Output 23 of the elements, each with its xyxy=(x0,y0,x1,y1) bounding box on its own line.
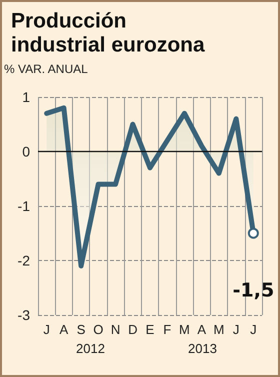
y-tick-label: 0 xyxy=(22,144,30,160)
x-tick-label: S xyxy=(76,322,86,337)
chart-title: Producción industrial eurozona xyxy=(11,10,206,56)
y-tick-label: 1 xyxy=(22,89,30,105)
x-tick-label: J xyxy=(232,322,240,337)
x-tick-label: D xyxy=(128,322,138,337)
x-tick-label: M xyxy=(179,322,190,337)
text: 2012 xyxy=(76,341,105,356)
x-tick-label: J xyxy=(250,322,257,337)
x-tick-label: J xyxy=(43,322,50,337)
text: 2013 xyxy=(188,341,217,356)
x-tick-label: A xyxy=(60,322,69,337)
y-tick-label: -2 xyxy=(18,252,30,268)
y-axis-title: % VAR. ANUAL xyxy=(4,62,88,76)
x-tick-label: F xyxy=(163,322,172,337)
y-tick-label: -3 xyxy=(18,307,30,323)
data-label: -1,5 xyxy=(232,279,274,302)
x-tick-label: A xyxy=(197,322,206,337)
x-tick-label: M xyxy=(214,322,224,337)
y-tick-label: -1 xyxy=(18,198,30,214)
x-tick-label: N xyxy=(110,322,120,337)
x-tick-label: E xyxy=(146,322,155,337)
x-tick-label: O xyxy=(93,322,104,337)
